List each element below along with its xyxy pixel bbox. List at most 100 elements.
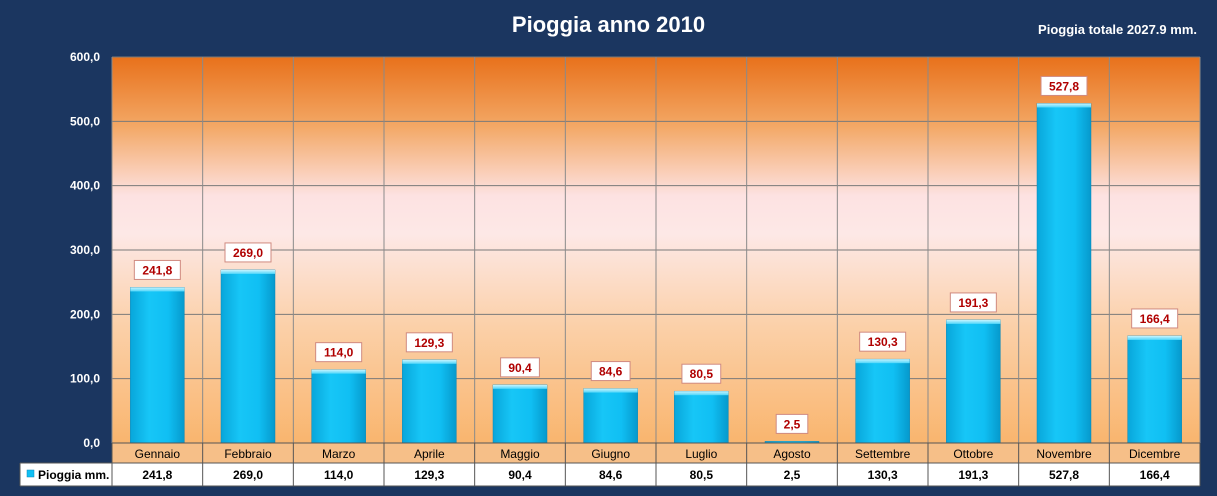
x-tick-label: Luglio bbox=[685, 447, 717, 461]
data-label-text: 2,5 bbox=[784, 417, 801, 431]
data-label-box bbox=[405, 332, 453, 353]
x-tick-label: Agosto bbox=[773, 447, 811, 461]
data-label-text: 129,3 bbox=[414, 336, 444, 350]
bar-marzo bbox=[311, 369, 366, 444]
bar-cap bbox=[583, 388, 638, 393]
bar-body bbox=[674, 390, 729, 444]
x-tick-label: Marzo bbox=[322, 447, 356, 461]
bar-body bbox=[855, 358, 910, 444]
data-label-box bbox=[1040, 75, 1088, 96]
data-label-text: 130,3 bbox=[868, 335, 898, 349]
table-value: 114,0 bbox=[324, 468, 354, 482]
legend-swatch bbox=[26, 469, 35, 478]
data-label: 130,3 bbox=[859, 331, 907, 352]
data-label-box bbox=[590, 361, 631, 382]
x-tick-label: Febbraio bbox=[224, 447, 272, 461]
data-label: 269,0 bbox=[224, 242, 272, 263]
bar-novembre bbox=[1036, 103, 1092, 444]
table-value: 80,5 bbox=[690, 468, 714, 482]
data-label: 114,0 bbox=[315, 342, 363, 363]
x-tick-label: Novembre bbox=[1036, 447, 1092, 461]
data-label-text: 80,5 bbox=[690, 367, 714, 381]
bar-settembre bbox=[855, 358, 910, 444]
table-value: 90,4 bbox=[508, 468, 532, 482]
data-label: 191,3 bbox=[949, 292, 997, 313]
x-tick-label: Ottobre bbox=[953, 447, 993, 461]
bar-body bbox=[220, 269, 276, 444]
data-label-text: 241,8 bbox=[142, 263, 172, 277]
y-tick-label: 300,0 bbox=[70, 243, 100, 257]
bar-cap bbox=[1037, 103, 1091, 108]
data-label: 84,6 bbox=[590, 361, 631, 382]
table-value: 241,8 bbox=[142, 468, 172, 482]
table-value: 269,0 bbox=[233, 468, 263, 482]
bar-body bbox=[130, 287, 185, 444]
data-label-box bbox=[949, 292, 997, 313]
table-value: 129,3 bbox=[414, 468, 444, 482]
y-tick-label: 400,0 bbox=[70, 179, 100, 193]
data-label-text: 269,0 bbox=[233, 246, 263, 260]
data-label: 90,4 bbox=[500, 357, 540, 378]
bar-cap bbox=[1127, 335, 1182, 340]
bar-cap bbox=[855, 359, 910, 364]
bar-body bbox=[402, 359, 457, 444]
data-label-text: 114,0 bbox=[324, 346, 354, 360]
data-label: 80,5 bbox=[681, 363, 722, 384]
total-rain-label: Pioggia totale 2027.9 mm. bbox=[1038, 22, 1197, 37]
data-label: 129,3 bbox=[405, 332, 453, 353]
table-value: 191,3 bbox=[958, 468, 988, 482]
x-tick-label: Giugno bbox=[591, 447, 630, 461]
chart-title: Pioggia anno 2010 bbox=[511, 12, 706, 37]
data-label-box bbox=[224, 242, 272, 263]
data-label-box bbox=[133, 259, 181, 280]
bar-cap bbox=[130, 287, 185, 292]
legend-label: Pioggia mm. bbox=[38, 468, 109, 482]
bar-cap bbox=[493, 384, 547, 389]
bar-maggio bbox=[492, 384, 548, 444]
bar-cap bbox=[311, 369, 366, 374]
table-value: 84,6 bbox=[599, 468, 623, 482]
bar-cap bbox=[946, 319, 1001, 324]
bar-giugno bbox=[583, 388, 638, 444]
data-label-text: 84,6 bbox=[599, 365, 623, 379]
data-label-box bbox=[500, 357, 540, 378]
y-tick-label: 200,0 bbox=[70, 307, 100, 321]
bar-body bbox=[1036, 103, 1092, 444]
value-row-bg bbox=[20, 463, 1200, 486]
data-label-text: 191,3 bbox=[958, 296, 988, 310]
table-value: 2,5 bbox=[784, 468, 801, 482]
data-label-text: 527,8 bbox=[1049, 79, 1079, 93]
bar-body bbox=[492, 384, 548, 444]
data-label-box bbox=[1131, 308, 1179, 329]
bar-body bbox=[311, 369, 366, 444]
bar-gennaio bbox=[130, 287, 185, 444]
bar-body bbox=[1127, 335, 1182, 444]
bar-cap bbox=[402, 359, 457, 364]
y-tick-label: 500,0 bbox=[70, 114, 100, 128]
data-label-box bbox=[315, 342, 363, 363]
bar-febbraio bbox=[220, 269, 276, 444]
x-tick-label: Dicembre bbox=[1129, 447, 1181, 461]
bar-body bbox=[583, 388, 638, 444]
data-label-box bbox=[775, 413, 809, 434]
bar-ottobre bbox=[946, 319, 1001, 444]
table-value: 130,3 bbox=[868, 468, 898, 482]
bar-luglio bbox=[674, 390, 729, 444]
y-tick-label: 100,0 bbox=[70, 372, 100, 386]
bar-dicembre bbox=[1127, 335, 1182, 444]
x-tick-label: Aprile bbox=[414, 447, 445, 461]
data-label-text: 90,4 bbox=[508, 361, 532, 375]
data-label-box bbox=[681, 363, 722, 384]
data-label: 241,8 bbox=[133, 259, 181, 280]
bar-cap bbox=[221, 269, 275, 274]
table-value: 527,8 bbox=[1049, 468, 1079, 482]
x-tick-label: Gennaio bbox=[135, 447, 181, 461]
bar-body bbox=[946, 319, 1001, 444]
y-tick-label: 0,0 bbox=[83, 436, 100, 450]
x-tick-label: Maggio bbox=[500, 447, 540, 461]
x-tick-label: Settembre bbox=[855, 447, 911, 461]
data-label: 166,4 bbox=[1131, 308, 1179, 329]
data-label: 2,5 bbox=[775, 413, 809, 434]
